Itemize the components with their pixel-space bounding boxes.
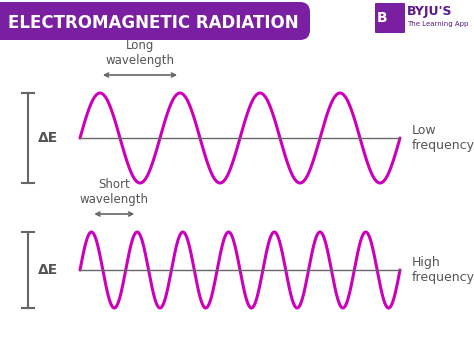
Text: ELECTROMAGNETIC RADIATION: ELECTROMAGNETIC RADIATION [8,14,299,32]
Text: The Learning App: The Learning App [407,21,468,27]
Text: High
frequency: High frequency [412,256,474,284]
Text: BYJU'S: BYJU'S [407,5,453,18]
Text: ΔE: ΔE [38,263,58,277]
Text: B: B [377,11,388,25]
Bar [0,2,30,40]
Text: Long
wavelength: Long wavelength [106,39,174,67]
FancyBboxPatch shape [0,2,310,40]
Text: ΔE: ΔE [38,131,58,145]
Text: Short
wavelength: Short wavelength [80,178,149,206]
Text: Low
frequency: Low frequency [412,124,474,152]
FancyBboxPatch shape [375,3,405,33]
